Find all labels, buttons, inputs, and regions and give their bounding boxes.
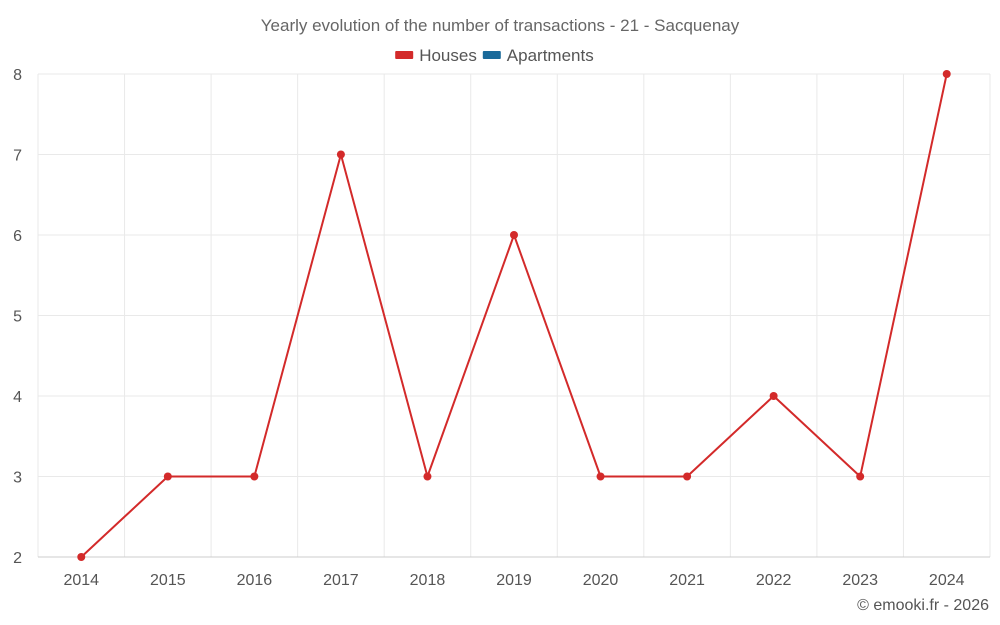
y-tick-label: 8 bbox=[13, 67, 22, 84]
data-point[interactable] bbox=[769, 392, 778, 400]
x-tick-label: 2022 bbox=[756, 572, 792, 589]
data-point[interactable] bbox=[596, 472, 605, 481]
y-tick-label: 2 bbox=[13, 550, 22, 567]
legend-swatch bbox=[482, 51, 501, 59]
x-tick-label: 2016 bbox=[237, 572, 273, 589]
data-point[interactable] bbox=[163, 472, 172, 481]
legend-label: Houses bbox=[419, 46, 477, 65]
x-tick-label: 2020 bbox=[583, 572, 619, 589]
data-point[interactable] bbox=[336, 150, 345, 159]
data-point[interactable] bbox=[683, 472, 692, 481]
credit-text: © emooki.fr - 2026 bbox=[857, 597, 989, 614]
x-tick-label: 2014 bbox=[63, 572, 99, 589]
y-tick-label: 6 bbox=[13, 228, 22, 245]
data-point[interactable] bbox=[942, 70, 951, 78]
legend-label: Apartments bbox=[507, 46, 594, 65]
x-tick-label: 2015 bbox=[150, 572, 186, 589]
y-tick-label: 7 bbox=[13, 148, 22, 165]
legend-item-houses[interactable]: Houses bbox=[395, 46, 477, 65]
x-tick-label: 2023 bbox=[842, 572, 878, 589]
x-tick-label: 2021 bbox=[669, 572, 705, 589]
chart-title: Yearly evolution of the number of transa… bbox=[261, 16, 740, 35]
y-tick-label: 5 bbox=[13, 309, 22, 326]
x-tick-label: 2024 bbox=[929, 572, 965, 589]
chart-legend: Houses Apartments bbox=[395, 46, 594, 65]
data-point[interactable] bbox=[77, 553, 86, 561]
grid-lines bbox=[37, 73, 991, 557]
y-tick-label: 3 bbox=[13, 470, 22, 487]
x-tick-label: 2019 bbox=[496, 572, 532, 589]
series-layer bbox=[77, 70, 951, 561]
x-tick-label: 2018 bbox=[410, 572, 446, 589]
axes: 2 3 4 5 6 7 8 2014 2015 2016 2017 2018 2019 2020 2021 2… bbox=[13, 67, 990, 589]
y-tick-label: 4 bbox=[13, 389, 22, 406]
data-point[interactable] bbox=[250, 472, 259, 481]
legend-item-apartments[interactable]: Apartments bbox=[482, 46, 594, 65]
data-point[interactable] bbox=[423, 472, 432, 481]
data-point[interactable] bbox=[510, 231, 518, 239]
legend-swatch bbox=[395, 51, 414, 59]
data-point[interactable] bbox=[856, 472, 865, 481]
x-tick-label: 2017 bbox=[323, 572, 359, 589]
